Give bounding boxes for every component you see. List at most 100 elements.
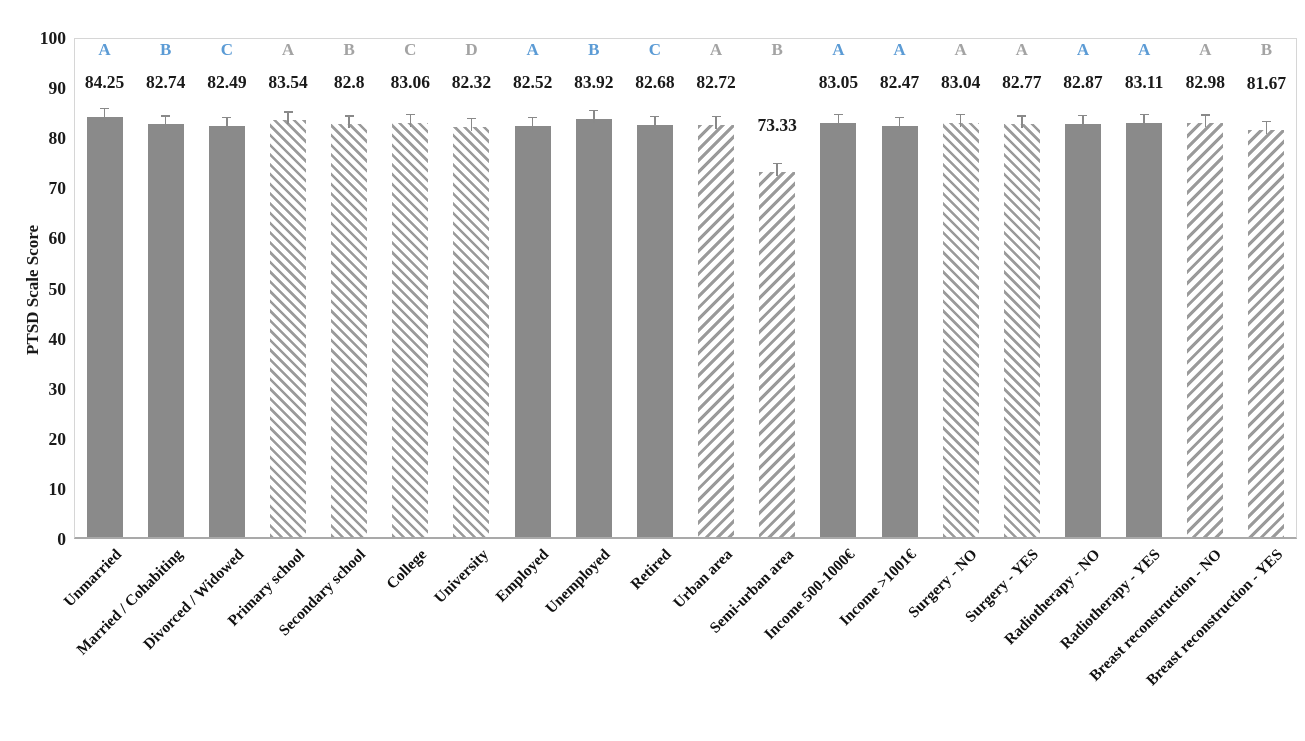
significance-letter: A — [1015, 40, 1028, 59]
bar-value-label: 84.25 — [84, 72, 125, 92]
bar — [86, 116, 123, 537]
error-bar — [409, 113, 412, 127]
error-bar — [898, 116, 901, 130]
bar — [392, 122, 429, 537]
significance-letter: A — [1076, 40, 1090, 59]
error-bar — [164, 115, 167, 129]
bar — [1187, 123, 1224, 537]
significance-letter: C — [404, 40, 417, 59]
bar-value-label: 82.74 — [146, 72, 186, 92]
bar — [270, 120, 307, 537]
error-bar-cap — [222, 116, 232, 119]
error-bar-cap — [589, 109, 599, 112]
y-tick-label: 70 — [48, 178, 67, 199]
error-bar — [287, 111, 289, 125]
error-bar-cap — [405, 113, 415, 116]
x-tick-label: University — [430, 546, 492, 607]
bar-value-label: 82.47 — [879, 72, 920, 92]
significance-letter: A — [1199, 40, 1212, 59]
x-tick-label: Retired — [627, 546, 675, 594]
bar-value-label: 82.8 — [333, 72, 365, 92]
error-bar-cap — [1200, 114, 1210, 116]
significance-letter: B — [588, 40, 600, 59]
error-bar — [531, 116, 534, 130]
bar — [636, 124, 673, 537]
bar — [942, 122, 979, 537]
y-tick-label: 30 — [48, 378, 67, 399]
bar-value-label: 82.52 — [512, 72, 553, 92]
bar-value-label: 82.72 — [696, 72, 736, 92]
bar-value-label: 83.92 — [574, 72, 614, 92]
significance-letter: A — [832, 40, 845, 59]
bar — [147, 124, 184, 537]
x-tick-label: Employed — [493, 546, 553, 606]
error-bar — [226, 116, 228, 130]
error-bar-cap — [711, 115, 721, 118]
y-tick-label: 20 — [48, 428, 67, 449]
bar-value-label: 82.49 — [207, 72, 247, 92]
error-bar — [348, 115, 350, 129]
x-tick-label: Married / Cohabiting — [73, 546, 186, 659]
error-bar-cap — [833, 113, 843, 116]
error-bar — [470, 117, 473, 131]
bar-value-label: 82.32 — [451, 72, 492, 92]
bar-value-label: 83.54 — [268, 72, 308, 92]
bar — [575, 118, 612, 537]
y-tick-label: 90 — [48, 78, 67, 99]
bar — [881, 125, 918, 537]
bar-value-label: 73.33 — [757, 114, 797, 135]
bar-value-label: 83.04 — [940, 72, 981, 92]
error-bar — [959, 113, 962, 127]
error-bar — [837, 113, 840, 127]
y-tick-label: 50 — [48, 278, 67, 299]
bar-value-label: 83.11 — [1124, 72, 1164, 92]
x-tick-label: Unemployed — [542, 546, 614, 618]
y-tick-label: 80 — [48, 128, 67, 149]
significance-letter: A — [98, 40, 111, 59]
bar — [514, 125, 551, 537]
error-bar-cap — [1078, 114, 1088, 117]
error-bar — [1204, 114, 1207, 128]
error-bar — [593, 109, 595, 123]
significance-letter: A — [526, 40, 539, 59]
bar-value-label: 82.87 — [1063, 72, 1103, 92]
error-bar — [1082, 114, 1084, 128]
error-bar-cap — [1139, 113, 1149, 116]
bar-value-label: 82.68 — [635, 72, 675, 92]
bar — [208, 125, 245, 537]
error-bar-cap — [344, 115, 354, 117]
error-bar-cap — [528, 116, 538, 119]
bar-value-label: 81.67 — [1246, 72, 1287, 93]
error-bar-cap — [895, 116, 905, 119]
significance-letter: C — [648, 40, 662, 59]
error-bar-cap — [161, 115, 171, 117]
error-bar-cap — [100, 107, 110, 110]
error-bar — [776, 162, 778, 176]
bar — [820, 122, 857, 537]
significance-letter: A — [281, 40, 295, 59]
x-tick-label: Unmarried — [60, 546, 125, 611]
error-bar — [715, 115, 717, 129]
significance-letter: B — [160, 40, 172, 59]
significance-letter: C — [220, 40, 234, 59]
error-bar-cap — [956, 113, 966, 116]
bar-value-label: 83.05 — [818, 72, 859, 92]
bar — [331, 124, 368, 537]
bar-value-label: 82.77 — [1002, 72, 1042, 92]
error-bar-cap — [283, 111, 293, 113]
significance-letter: A — [1137, 40, 1151, 59]
bar — [698, 124, 735, 537]
significance-letter: B — [771, 40, 783, 59]
error-bar-cap — [466, 117, 476, 120]
error-bar — [1021, 115, 1023, 129]
significance-letter: B — [343, 40, 355, 59]
significance-letter: A — [954, 40, 967, 59]
significance-letter: A — [709, 40, 723, 59]
bar-value-label: 83.06 — [390, 72, 430, 92]
y-tick-label: 0 — [57, 529, 66, 549]
y-tick-label: 60 — [48, 228, 67, 249]
error-bar-cap — [772, 162, 782, 165]
significance-letter: A — [893, 40, 906, 59]
bar — [1064, 123, 1101, 537]
